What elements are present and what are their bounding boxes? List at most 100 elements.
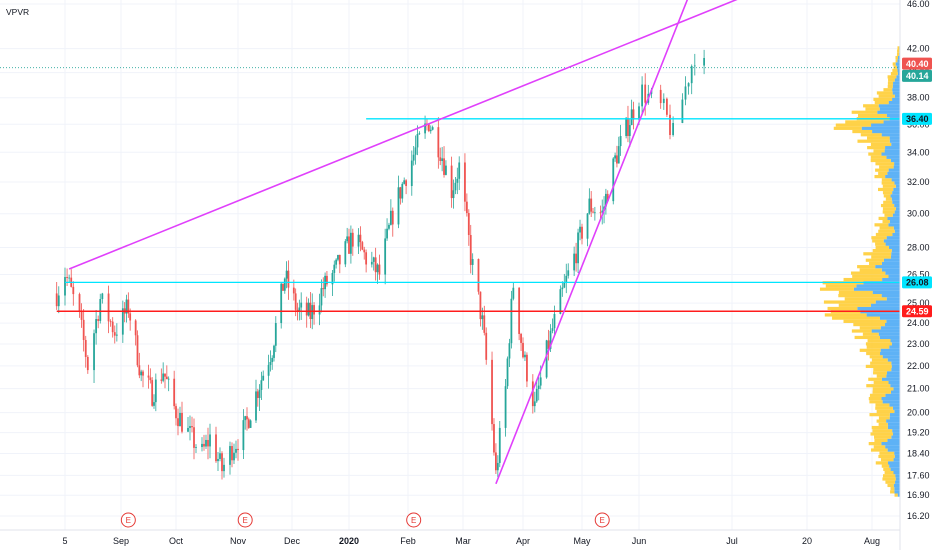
- volume-profile-down: [845, 120, 884, 124]
- earnings-marker[interactable]: [406, 512, 422, 528]
- volume-profile-down: [869, 413, 890, 417]
- volume-profile-up: [894, 451, 900, 455]
- candle-body: [401, 183, 404, 199]
- volume-profile-up: [894, 229, 900, 233]
- candles: [55, 49, 705, 480]
- volume-profile-up: [890, 467, 900, 471]
- volume-profile-up: [895, 474, 900, 478]
- candle-body: [452, 190, 455, 199]
- volume-profile-down: [838, 294, 882, 298]
- candle-body: [258, 389, 261, 398]
- volume-profile-up: [875, 300, 900, 304]
- volume-profile-up: [891, 142, 900, 147]
- candle-body: [561, 287, 564, 290]
- candle-body: [477, 259, 480, 292]
- candle-body: [223, 464, 225, 472]
- candle-body: [427, 124, 430, 132]
- volume-profile-up: [894, 162, 900, 166]
- time-axis-label: Jul: [726, 536, 738, 546]
- candle-body: [545, 340, 548, 378]
- volume-profile-down: [874, 435, 892, 439]
- candle-body: [215, 434, 217, 462]
- candle-body: [405, 180, 407, 187]
- volume-profile-up: [881, 133, 900, 137]
- price-axis-tick: 20.00: [907, 408, 930, 418]
- volume-profile-down: [883, 194, 891, 198]
- candle-body: [559, 289, 562, 314]
- lower-trendline[interactable]: [495, 0, 698, 485]
- candle-body: [129, 313, 132, 321]
- candle-body: [229, 446, 231, 465]
- grid: [0, 0, 900, 530]
- volume-profile-up: [886, 374, 900, 378]
- volume-profile-up: [893, 387, 900, 391]
- price-axis-tick: 21.00: [907, 384, 930, 394]
- candle-body: [471, 259, 474, 265]
- time-axis-label: Feb: [400, 536, 416, 546]
- volume-profile-up: [888, 168, 900, 172]
- trendlines[interactable]: [68, 0, 752, 485]
- earnings-marker[interactable]: [594, 512, 610, 528]
- volume-profile-down: [875, 168, 889, 172]
- price-axis-tick: 46.00: [907, 0, 930, 9]
- volume-profile-up: [881, 268, 900, 272]
- volume-profile-down: [878, 422, 888, 426]
- volume-profile-down: [895, 59, 898, 63]
- candle-body: [684, 86, 687, 100]
- volume-profile-down: [863, 252, 892, 256]
- candle-body: [681, 99, 684, 123]
- earnings-marker[interactable]: [120, 512, 136, 528]
- volume-profile-up: [853, 287, 900, 291]
- volume-profile-down: [870, 432, 893, 436]
- volume-profile-down: [873, 97, 893, 101]
- volume-profile-up: [872, 290, 900, 295]
- candle-body: [285, 270, 288, 279]
- candle-body: [372, 257, 375, 262]
- volume-profile-down: [873, 149, 885, 153]
- candle-body: [134, 320, 137, 336]
- volume-profile-up: [887, 171, 900, 175]
- upper-trendline[interactable]: [68, 0, 752, 270]
- earnings-marker[interactable]: [237, 512, 253, 528]
- volume-profile-down: [875, 403, 890, 407]
- volume-profile-down: [870, 448, 888, 452]
- volume-profile-up: [888, 274, 900, 278]
- candle-body: [567, 270, 570, 276]
- candle-body: [107, 293, 110, 322]
- candle-body: [338, 254, 341, 265]
- candle-body: [386, 228, 388, 239]
- volume-profile-up: [879, 107, 900, 111]
- candle-body: [164, 373, 166, 377]
- candle-body: [346, 236, 349, 242]
- volume-profile-down: [888, 78, 895, 82]
- price-axis-tick: 28.00: [907, 243, 930, 253]
- candle-body: [351, 232, 354, 247]
- volume-profile-up: [895, 477, 900, 481]
- candle-body: [391, 210, 394, 225]
- candle-body: [632, 109, 635, 120]
- candle-body: [690, 66, 693, 84]
- volume-profile-up: [892, 191, 900, 195]
- volume-profile-up: [897, 493, 900, 497]
- volume-profile-down: [876, 419, 887, 423]
- volume-profile-down: [838, 290, 873, 295]
- volume-profile-up: [880, 351, 900, 356]
- candle-body: [292, 287, 295, 294]
- candle-body: [177, 418, 179, 427]
- candle-body: [454, 182, 457, 191]
- candle-body: [344, 241, 347, 265]
- volume-profile-down: [874, 100, 889, 105]
- horizontal-lines[interactable]: [0, 67, 900, 313]
- volume-profile-up: [896, 65, 900, 69]
- candle-body: [313, 305, 315, 315]
- volume-profile-down: [872, 239, 884, 243]
- time-axis[interactable]: 5 Sep Oct Nov Dec 2020 Feb Mar Apr May Jun Jul 20 Aug: [62, 536, 880, 546]
- price-axis-tick: 30.00: [907, 209, 930, 219]
- time-axis-label: 5: [62, 536, 67, 546]
- indicator-label[interactable]: VPVR: [6, 7, 29, 17]
- volume-profile-up: [888, 461, 900, 465]
- candle-body: [207, 439, 209, 447]
- volume-profile-down: [892, 68, 898, 73]
- volume-profile-down: [872, 390, 891, 394]
